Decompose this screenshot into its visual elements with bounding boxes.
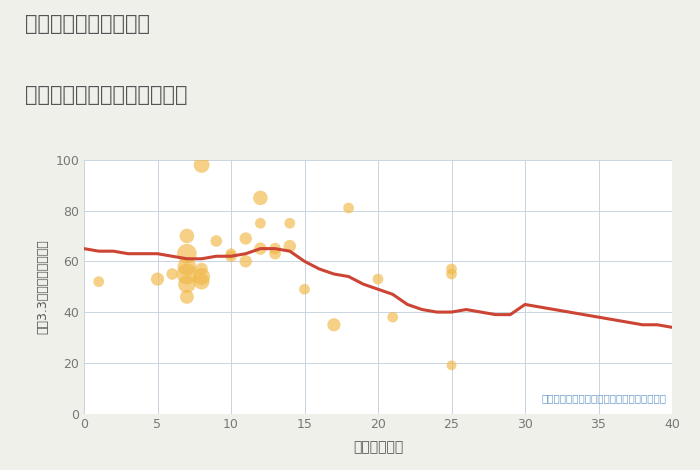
Point: [270, 250, 281, 258]
Point: [181, 232, 193, 240]
Text: 円の大きさは、取引のあった物件面積を示す: 円の大きさは、取引のあった物件面積を示す: [541, 393, 666, 403]
Point: [372, 275, 384, 283]
Point: [387, 313, 398, 321]
Point: [152, 275, 163, 283]
Point: [255, 219, 266, 227]
Point: [181, 293, 193, 301]
Point: [284, 219, 295, 227]
Y-axis label: 平（3.3㎡）単価（万円）: 平（3.3㎡）単価（万円）: [36, 239, 50, 334]
Point: [196, 265, 207, 273]
Point: [255, 245, 266, 252]
Point: [196, 278, 207, 285]
Text: 三重県松阪市飯高町森: 三重県松阪市飯高町森: [25, 14, 150, 34]
Point: [196, 273, 207, 280]
Point: [255, 194, 266, 202]
Point: [446, 265, 457, 273]
Point: [225, 252, 237, 260]
Point: [328, 321, 339, 329]
Point: [284, 243, 295, 250]
Point: [240, 258, 251, 265]
Point: [181, 250, 193, 258]
Point: [225, 250, 237, 258]
Point: [181, 263, 193, 270]
Point: [446, 270, 457, 278]
Point: [167, 270, 178, 278]
Point: [270, 245, 281, 252]
Point: [196, 161, 207, 169]
Point: [93, 278, 104, 285]
X-axis label: 築年数（年）: 築年数（年）: [353, 440, 403, 454]
Point: [240, 235, 251, 242]
Point: [343, 204, 354, 212]
Point: [211, 237, 222, 245]
Text: 築年数別中古マンション価格: 築年数別中古マンション価格: [25, 85, 187, 105]
Point: [181, 281, 193, 288]
Point: [446, 361, 457, 369]
Point: [181, 270, 193, 278]
Point: [299, 285, 310, 293]
